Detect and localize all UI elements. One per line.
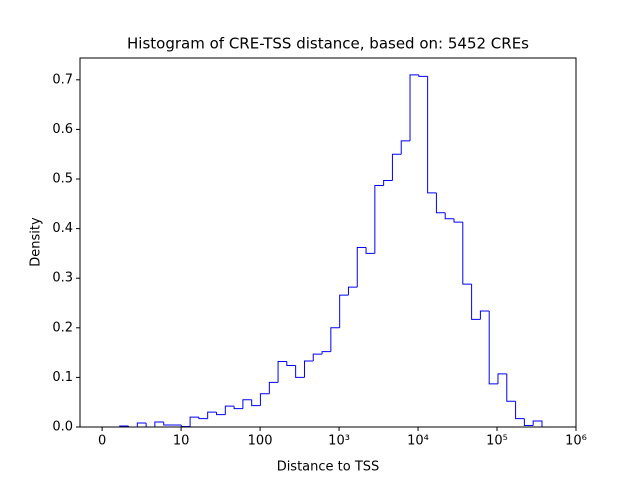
y-tick-label: 0.4 xyxy=(52,221,73,236)
chart-title: Histogram of CRE-TSS distance, based on:… xyxy=(127,35,529,53)
histogram-step xyxy=(435,192,446,214)
histogram-step xyxy=(163,422,173,426)
histogram-step xyxy=(418,74,428,77)
histogram-step xyxy=(216,412,226,416)
histogram-step xyxy=(286,361,296,366)
x-tick-label: 0 xyxy=(98,434,106,449)
histogram-step xyxy=(471,284,481,320)
histogram-step xyxy=(400,140,411,155)
histogram-step xyxy=(339,294,349,328)
histogram-step xyxy=(330,327,340,352)
histogram-step xyxy=(453,218,463,223)
x-tick-label: 10⁵ xyxy=(486,434,508,449)
histogram-step xyxy=(268,381,279,394)
histogram-step xyxy=(277,361,287,383)
x-tick-label: 100 xyxy=(248,434,273,449)
histogram-step xyxy=(479,310,490,320)
histogram-step xyxy=(515,401,525,420)
histogram-step xyxy=(347,286,358,296)
x-tick-label: 10⁶ xyxy=(565,434,587,449)
y-tick-label: 0.1 xyxy=(52,370,73,385)
y-tick-label: 0.6 xyxy=(52,122,73,137)
histogram-step xyxy=(233,406,243,410)
y-tick-label: 0.3 xyxy=(52,271,73,286)
y-tick-label: 0.7 xyxy=(52,72,73,87)
x-tick-label: 10³ xyxy=(328,434,350,449)
histogram-step xyxy=(198,417,208,420)
histogram-step xyxy=(409,74,419,141)
histogram-step xyxy=(189,416,199,427)
x-tick-label: 10 xyxy=(173,434,190,449)
histogram-step xyxy=(532,420,543,427)
histogram-step xyxy=(497,373,507,384)
histogram-step xyxy=(321,351,331,355)
histogram-step xyxy=(154,421,164,427)
y-tick-label: 0.0 xyxy=(52,420,73,435)
histogram-step xyxy=(356,246,367,288)
y-tick-label: 0.5 xyxy=(52,172,73,187)
x-axis-label: Distance to TSS xyxy=(277,460,380,475)
y-tick-label: 0.2 xyxy=(52,320,73,335)
histogram-step xyxy=(462,222,472,285)
histogram-step xyxy=(312,353,323,362)
histogram-step xyxy=(224,405,235,415)
histogram-step xyxy=(251,399,261,407)
histogram-step xyxy=(365,247,375,254)
y-axis-label: Density xyxy=(29,217,44,267)
histogram-step xyxy=(295,365,305,378)
histogram-step xyxy=(391,153,402,181)
histogram-step xyxy=(383,180,393,186)
histogram-step xyxy=(444,212,455,220)
histogram-step xyxy=(303,360,314,378)
histogram-step xyxy=(506,373,516,402)
histogram-step xyxy=(488,310,498,385)
x-tick-label: 10⁴ xyxy=(407,434,429,449)
plot-frame xyxy=(79,57,577,428)
histogram-step xyxy=(427,76,437,194)
histogram-step xyxy=(207,411,217,419)
histogram-step xyxy=(136,422,147,427)
histogram-step xyxy=(259,393,270,406)
histogram-step xyxy=(374,184,384,254)
histogram-step xyxy=(523,418,534,427)
histogram-step xyxy=(242,399,252,409)
